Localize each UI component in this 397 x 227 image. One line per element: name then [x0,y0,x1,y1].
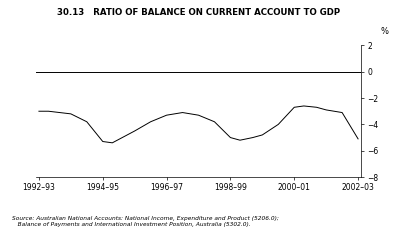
Text: Source: Australian National Accounts: National Income, Expenditure and Product (: Source: Australian National Accounts: Na… [12,216,279,227]
Text: 30.13   RATIO OF BALANCE ON CURRENT ACCOUNT TO GDP: 30.13 RATIO OF BALANCE ON CURRENT ACCOUN… [57,8,340,17]
Text: %: % [380,27,388,36]
